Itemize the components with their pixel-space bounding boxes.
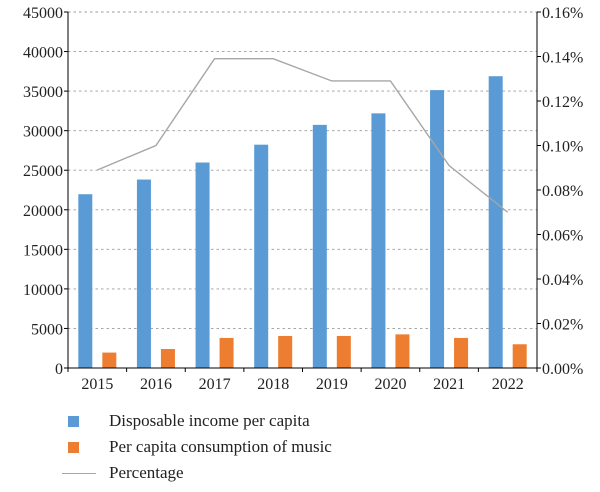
percentage-line: [97, 58, 509, 213]
x-tick-label: 2018: [257, 376, 289, 393]
legend-swatch-music: [68, 441, 79, 453]
left-tick-label: 10000: [23, 282, 63, 299]
right-tick-label: 0.00%: [542, 361, 583, 378]
left-tick-label: 45000: [23, 5, 63, 22]
bar-music-2020: [395, 334, 410, 368]
right-tick-label: 0.12%: [542, 94, 583, 111]
legend: Disposable income per capita Per capita …: [62, 408, 332, 486]
bar-income-2021: [430, 90, 445, 369]
bar-income-2022: [488, 76, 503, 369]
bar-income-2016: [136, 179, 151, 368]
left-axis-ticks: 0 5000 10000 15000 20000 25000 30000 35000 40000…: [23, 5, 68, 378]
left-tick-label: 25000: [23, 163, 63, 180]
x-tick-label: 2022: [492, 376, 524, 393]
right-tick-label: 0.06%: [542, 228, 583, 245]
percentage-line-layer: [97, 58, 509, 213]
left-tick-label: 5000: [31, 321, 63, 338]
legend-label-music: Per capita consumption of music: [109, 437, 332, 456]
x-tick-label: 2016: [140, 376, 172, 393]
left-tick-label: 15000: [23, 242, 63, 259]
bar-music-2018: [278, 335, 293, 368]
legend-item-music: Per capita consumption of music: [62, 434, 332, 460]
bar-income-2020: [371, 113, 386, 368]
x-axis-ticks: 2015 2016 2017 2018 2019 2020 2021 2022: [67, 368, 538, 393]
right-tick-label: 0.16%: [542, 5, 583, 22]
bar-income-2015: [78, 194, 93, 368]
bar-income-2019: [312, 124, 327, 368]
legend-item-income: Disposable income per capita: [62, 408, 332, 434]
left-tick-label: 30000: [23, 124, 63, 141]
right-tick-label: 0.14%: [542, 50, 583, 67]
legend-label-income: Disposable income per capita: [109, 411, 310, 430]
legend-item-percentage: Percentage: [62, 460, 332, 486]
bar-music-2016: [160, 349, 175, 368]
left-tick-label: 35000: [23, 84, 63, 101]
legend-label-percentage: Percentage: [109, 463, 184, 482]
bar-music-2015: [102, 352, 117, 368]
right-tick-label: 0.02%: [542, 317, 583, 334]
x-tick-label: 2015: [81, 376, 113, 393]
bar-income-2018: [254, 144, 269, 368]
bar-music-2017: [219, 337, 234, 368]
x-tick-label: 2017: [199, 376, 231, 393]
bar-music-2021: [454, 337, 469, 368]
right-axis-ticks: 0.00% 0.02% 0.04% 0.06% 0.08% 0.10% 0.12% 0.14%…: [537, 5, 583, 378]
left-tick-label: 20000: [23, 203, 63, 220]
left-tick-label: 0: [55, 361, 63, 378]
combo-chart: 0 5000 10000 15000 20000 25000 30000 35000 40000…: [23, 5, 583, 393]
bar-music-2022: [512, 344, 527, 368]
bar-income-2017: [195, 162, 210, 368]
right-tick-label: 0.08%: [542, 183, 583, 200]
legend-swatch-income: [68, 415, 79, 427]
bars: [78, 76, 527, 369]
x-tick-label: 2020: [374, 376, 406, 393]
legend-swatch-percentage: [62, 472, 96, 474]
left-tick-label: 40000: [23, 45, 63, 62]
bar-music-2019: [336, 335, 351, 368]
right-tick-label: 0.04%: [542, 272, 583, 289]
right-tick-label: 0.10%: [542, 139, 583, 156]
x-tick-label: 2021: [433, 376, 465, 393]
x-tick-label: 2019: [316, 376, 348, 393]
